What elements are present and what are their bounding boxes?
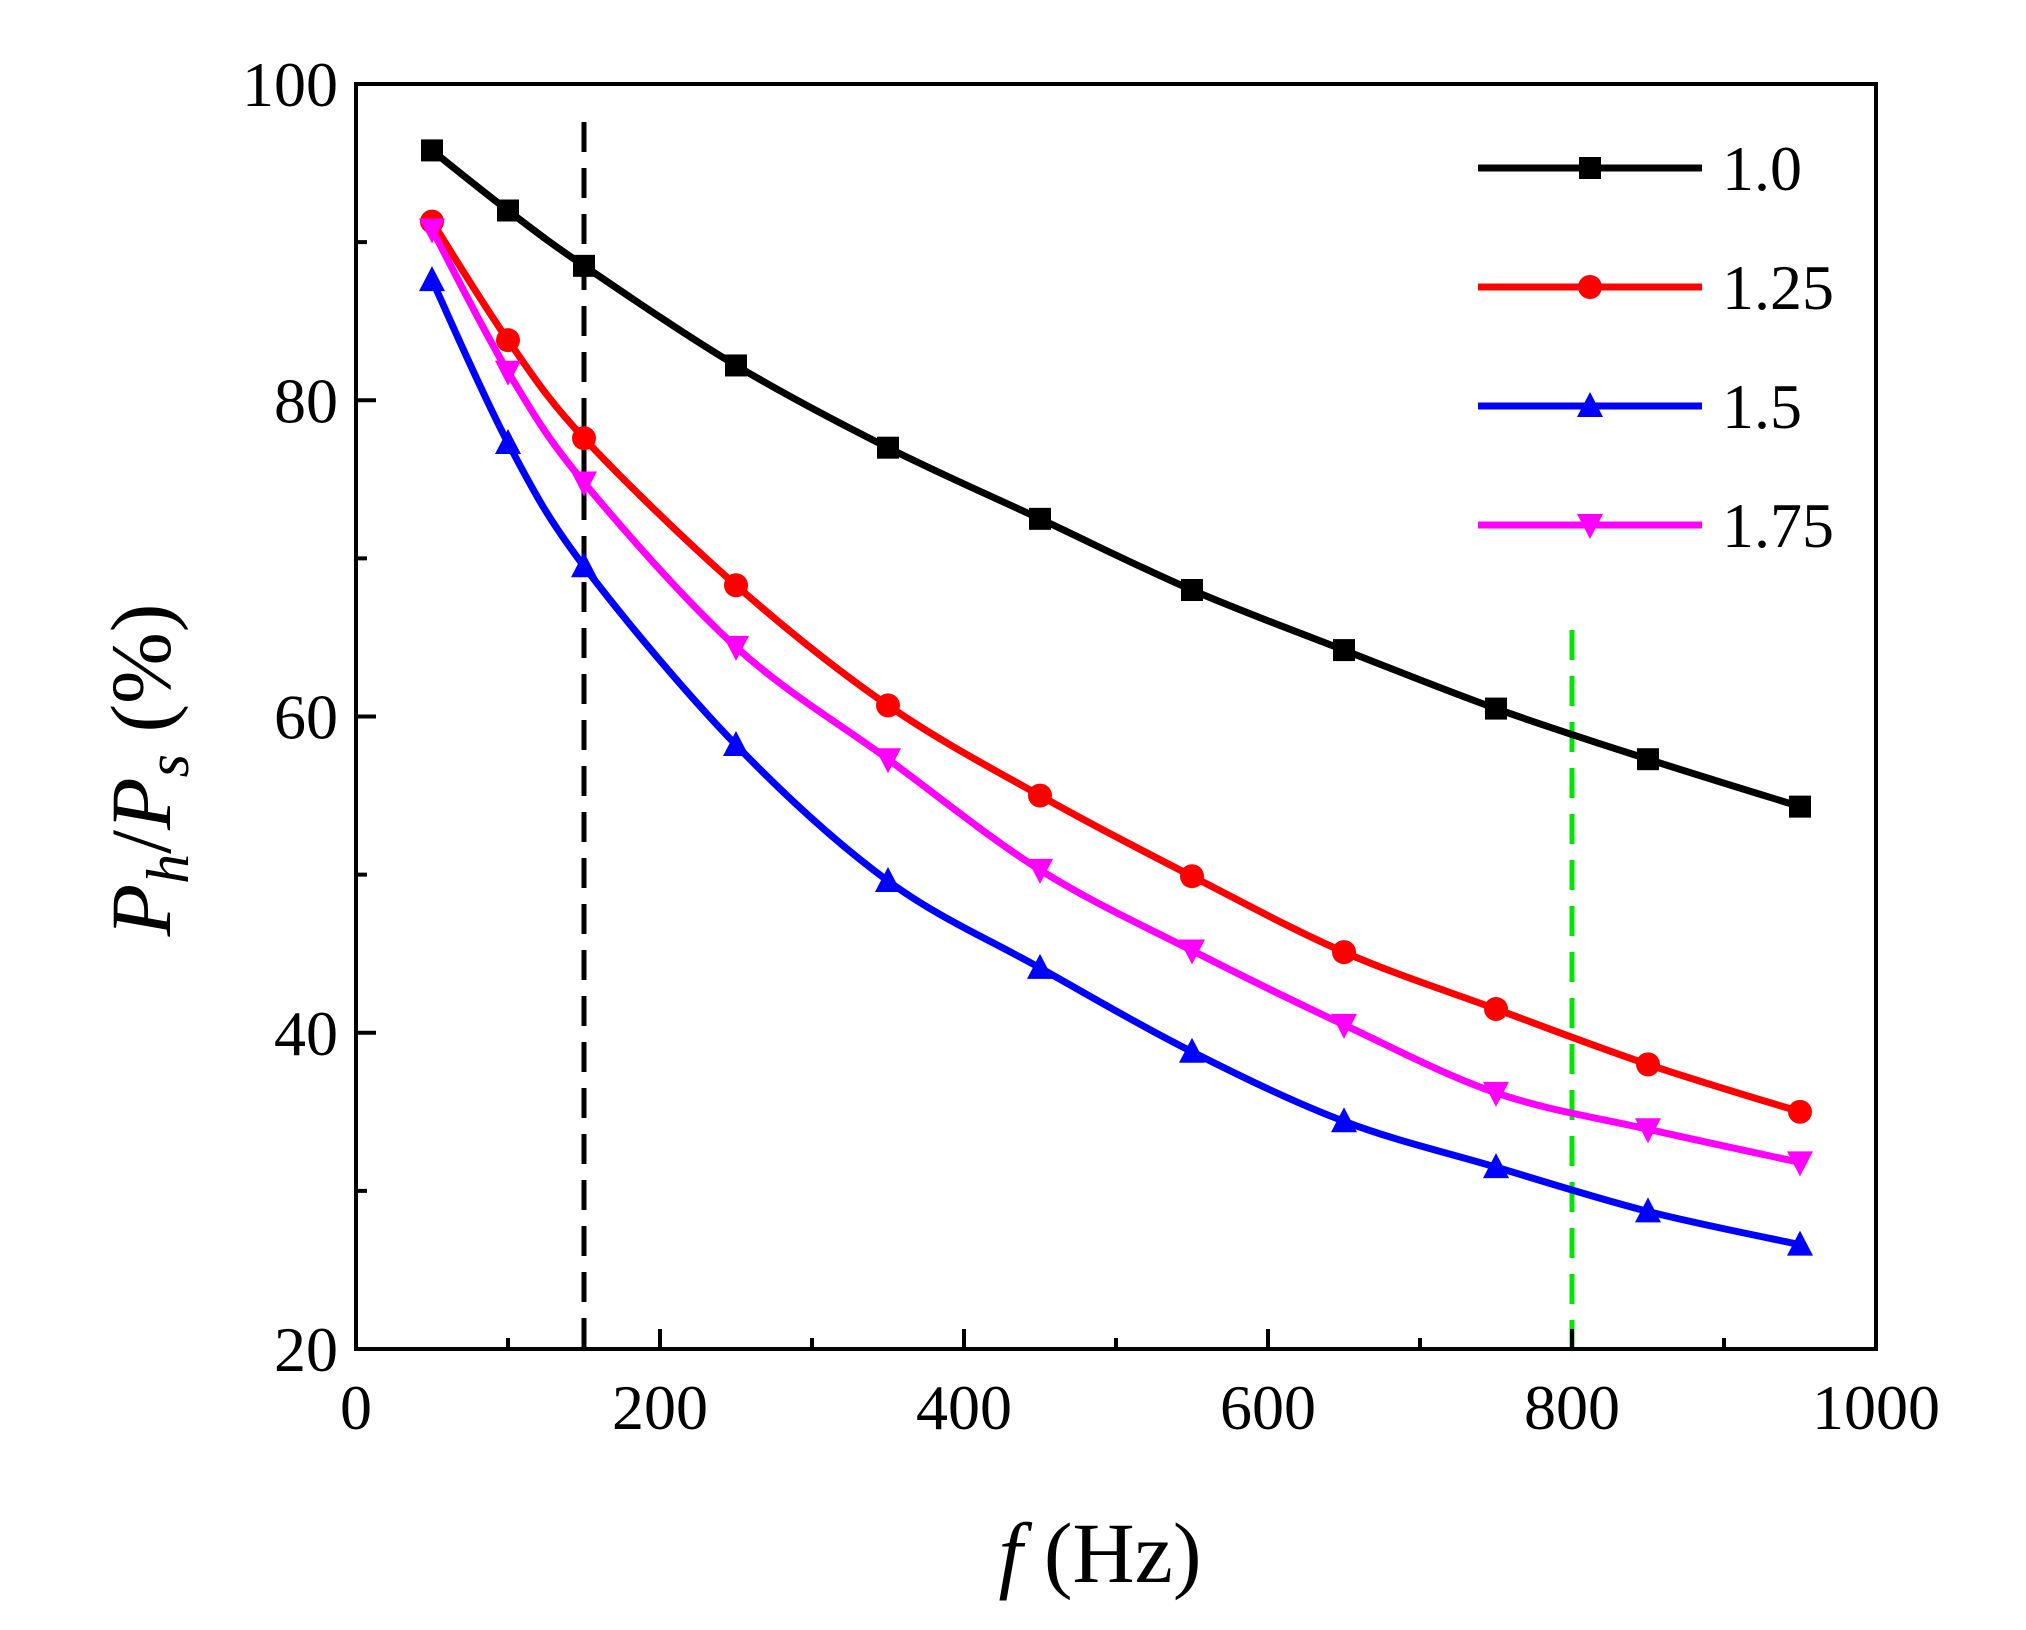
legend-marker: [1578, 275, 1602, 299]
series-layer: [419, 139, 1813, 1256]
data-point-1.25-350: [876, 693, 900, 718]
data-point-1.0-350: [877, 436, 899, 459]
data-point-1.5-550: [1179, 1037, 1205, 1063]
data-point-1.0-750: [1485, 697, 1507, 720]
data-point-1.75-550: [1179, 939, 1205, 965]
x-tick-label-200: 200: [612, 1372, 708, 1443]
data-point-1.75-650: [1331, 1013, 1357, 1039]
data-point-1.25-850: [1636, 1052, 1660, 1077]
data-point-1.75-50: [419, 218, 445, 244]
data-point-1.5-750: [1483, 1153, 1509, 1179]
y-axis-title: Ph/Ps (%): [93, 604, 201, 938]
legend-label: 1.25: [1722, 252, 1834, 323]
axis-tick-labels: 0 200 400 600 800 1000 20 40 60 80 100: [242, 49, 1940, 1443]
legend-item-1.75: 1.75: [1478, 490, 1834, 561]
legend: 1.0 1.25 1.5 1.75: [1478, 133, 1834, 561]
data-point-1.75-100: [495, 360, 521, 386]
y-axis-unit: (%): [93, 604, 189, 733]
data-point-1.5-350: [875, 866, 901, 892]
x-tick-label-0: 0: [340, 1372, 372, 1443]
x-tick-label-400: 400: [916, 1372, 1012, 1443]
reference-lines: [581, 122, 1575, 1349]
data-point-1.25-450: [1028, 783, 1052, 808]
data-point-1.5-950: [1787, 1230, 1813, 1256]
data-point-1.0-850: [1637, 748, 1659, 771]
data-point-1.25-250: [724, 573, 748, 598]
legend-marker: [1579, 157, 1601, 179]
legend-label: 1.0: [1722, 133, 1802, 204]
data-point-1.25-650: [1332, 940, 1356, 965]
data-point-1.0-50: [421, 139, 443, 162]
data-point-1.75-750: [1483, 1081, 1509, 1107]
data-point-1.5-250: [723, 730, 749, 756]
data-point-1.5-100: [495, 428, 521, 454]
svg-text:Ph/Ps (%): Ph/Ps (%): [93, 604, 201, 938]
legend-label: 1.75: [1722, 490, 1834, 561]
data-point-1.5-450: [1027, 953, 1053, 979]
x-tick-label-1000: 1000: [1812, 1372, 1940, 1443]
legend-label: 1.5: [1722, 371, 1802, 442]
data-point-1.0-550: [1181, 579, 1203, 601]
x-axis-title: f (Hz): [999, 1505, 1202, 1601]
data-point-1.25-100: [496, 328, 520, 353]
legend-marker: [1577, 392, 1603, 417]
data-point-1.75-350: [875, 748, 901, 774]
y-axis-numerator: P: [93, 884, 189, 938]
data-point-1.0-650: [1333, 639, 1355, 662]
series-line-1.5: [428, 278, 1801, 1249]
data-point-1.75-950: [1787, 1151, 1813, 1177]
x-tick-label-600: 600: [1220, 1372, 1316, 1443]
data-point-1.0-450: [1029, 507, 1051, 530]
data-point-1.5-150: [571, 552, 597, 578]
series-1.0: [421, 139, 1811, 818]
data-point-1.25-150: [572, 426, 596, 451]
data-point-1.25-950: [1788, 1099, 1812, 1124]
y-tick-label-80: 80: [274, 365, 338, 436]
y-tick-label-40: 40: [274, 998, 338, 1069]
legend-item-1.5: 1.5: [1478, 371, 1802, 442]
data-point-1.75-150: [571, 471, 597, 497]
data-point-1.0-100: [497, 199, 519, 222]
legend-item-1.25: 1.25: [1478, 252, 1834, 323]
data-point-1.5-650: [1331, 1107, 1357, 1133]
data-point-1.75-250: [723, 635, 749, 661]
y-axis-denominator-sub: s: [135, 754, 201, 777]
data-point-1.0-950: [1789, 795, 1811, 818]
data-point-1.0-150: [573, 254, 595, 277]
y-tick-label-60: 60: [274, 682, 338, 753]
data-point-1.25-550: [1180, 864, 1204, 889]
y-tick-label-20: 20: [274, 1314, 338, 1385]
x-axis-unit: (Hz): [1044, 1505, 1202, 1601]
data-point-1.75-450: [1027, 858, 1053, 884]
data-point-1.25-750: [1484, 997, 1508, 1022]
x-tick-label-800: 800: [1524, 1372, 1620, 1443]
series-1.5: [419, 266, 1813, 1256]
series-1.25: [420, 209, 1812, 1124]
y-axis-numerator-sub: h: [135, 854, 201, 884]
series-1.75: [419, 218, 1813, 1177]
legend-item-1.0: 1.0: [1478, 133, 1802, 204]
data-point-1.5-850: [1635, 1197, 1661, 1223]
y-tick-label-100: 100: [242, 49, 338, 120]
data-point-1.0-250: [725, 354, 747, 377]
y-axis-denominator: P: [93, 777, 189, 831]
data-point-1.75-850: [1635, 1118, 1661, 1144]
axis-ticks: [354, 82, 1878, 1351]
data-point-1.5-50: [419, 266, 445, 292]
legend-marker: [1577, 514, 1603, 539]
